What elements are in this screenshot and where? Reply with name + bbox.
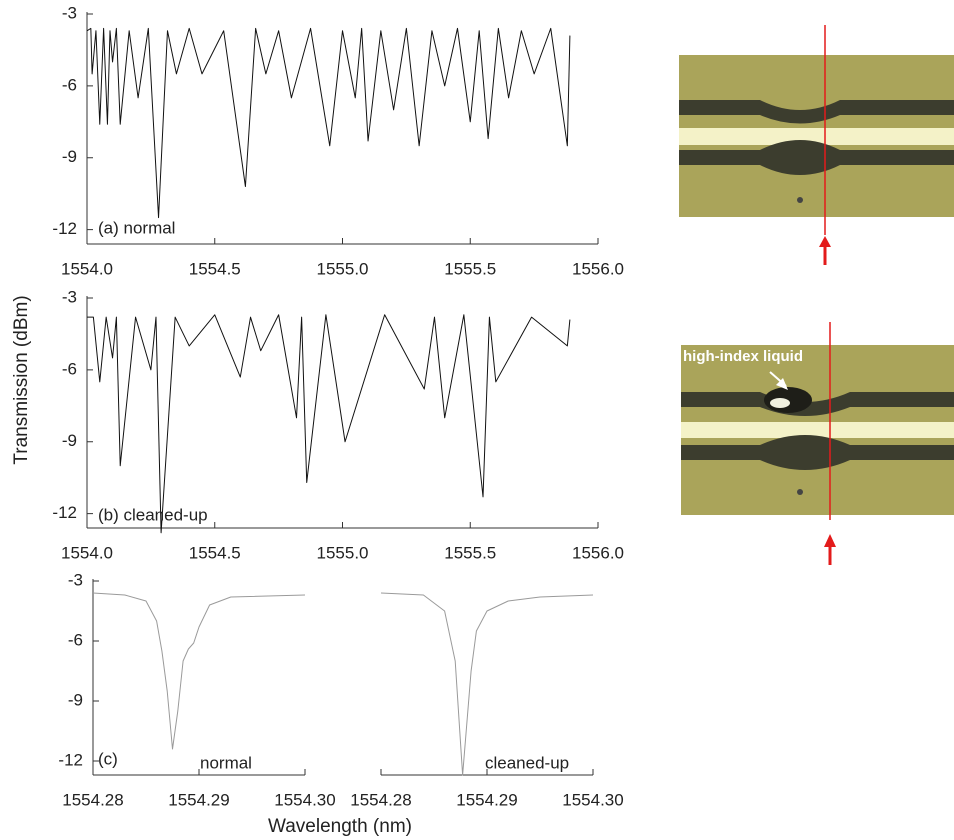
x-tick-label: 1554.30 bbox=[274, 790, 335, 809]
y-tick-label: -12 bbox=[58, 750, 83, 769]
x-tick-label: 1555.0 bbox=[317, 259, 369, 278]
y-axis-label: Transmission (dBm) bbox=[11, 295, 32, 464]
x-tick-label: 1554.28 bbox=[62, 790, 123, 809]
x-tick-label: 1554.29 bbox=[168, 790, 229, 809]
x-tick-label: 1555.0 bbox=[317, 543, 369, 562]
y-tick-label: -9 bbox=[62, 147, 77, 166]
x-tick-label: 1554.5 bbox=[189, 259, 241, 278]
x-axis-label: Wavelength (nm) bbox=[268, 816, 412, 837]
y-tick-label: -9 bbox=[62, 431, 77, 450]
y-tick-label: -6 bbox=[62, 359, 77, 378]
micrograph-normal bbox=[679, 25, 954, 265]
spectrum-line bbox=[86, 27, 571, 219]
panel-annotation: (a) normal bbox=[98, 218, 175, 237]
x-tick-label: 1556.0 bbox=[572, 543, 624, 562]
y-tick-label: -6 bbox=[62, 75, 77, 94]
x-tick-label: 1555.5 bbox=[444, 543, 496, 562]
spectrum-line bbox=[87, 314, 571, 534]
y-tick-label: -3 bbox=[68, 570, 83, 589]
panel-annotation: cleaned-up bbox=[485, 753, 569, 772]
y-tick-label: -12 bbox=[52, 219, 77, 238]
x-tick-label: 1554.28 bbox=[350, 790, 411, 809]
y-tick-label: -3 bbox=[62, 287, 77, 306]
x-tick-label: 1554.30 bbox=[562, 790, 623, 809]
y-tick-label: -12 bbox=[52, 503, 77, 522]
x-tick-label: 1556.0 bbox=[572, 259, 624, 278]
panel-annotation: (b) cleaned-up bbox=[98, 505, 208, 524]
spectrum-line bbox=[380, 592, 594, 776]
micrograph-cleaned: high-index liquid bbox=[681, 322, 954, 565]
x-tick-label: 1554.0 bbox=[61, 543, 113, 562]
spectrum-line bbox=[92, 592, 306, 750]
x-tick-label: 1554.29 bbox=[456, 790, 517, 809]
y-tick-label: -3 bbox=[62, 3, 77, 22]
y-tick-label: -9 bbox=[68, 690, 83, 709]
x-tick-label: 1555.5 bbox=[444, 259, 496, 278]
image-annotation: high-index liquid bbox=[683, 348, 803, 365]
panel-annotation: (c) bbox=[98, 749, 118, 768]
y-tick-label: -6 bbox=[68, 630, 83, 649]
panel-annotation: normal bbox=[200, 753, 252, 772]
x-tick-label: 1554.0 bbox=[61, 259, 113, 278]
x-tick-label: 1554.5 bbox=[189, 543, 241, 562]
